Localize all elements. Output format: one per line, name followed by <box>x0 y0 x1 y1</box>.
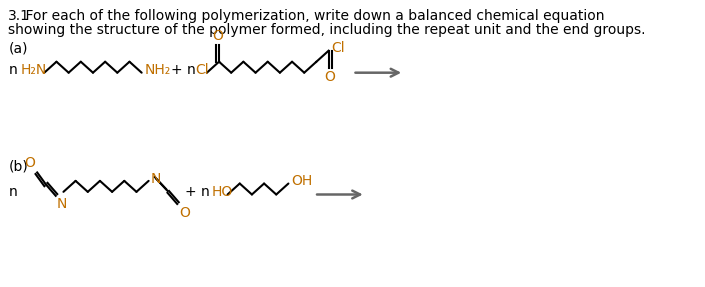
Text: OH: OH <box>291 174 312 188</box>
Text: NH₂: NH₂ <box>145 63 171 77</box>
Text: H₂N: H₂N <box>20 63 47 77</box>
Text: O: O <box>179 206 190 220</box>
Text: + n: + n <box>171 63 195 77</box>
Text: 3.1: 3.1 <box>8 9 30 23</box>
Text: N: N <box>150 172 161 186</box>
Text: N: N <box>56 197 67 211</box>
Text: showing the structure of the polymer formed, including the repeat unit and the e: showing the structure of the polymer for… <box>8 23 646 37</box>
Text: (b): (b) <box>8 160 28 174</box>
Text: Cl: Cl <box>195 63 209 77</box>
Text: O: O <box>25 156 35 170</box>
Text: For each of the following polymerization, write down a balanced chemical equatio: For each of the following polymerization… <box>8 9 605 23</box>
Text: O: O <box>324 69 336 84</box>
Text: + n: + n <box>185 185 209 199</box>
Text: n: n <box>8 63 17 77</box>
Text: (a): (a) <box>8 41 27 55</box>
Text: O: O <box>212 29 223 43</box>
Text: Cl: Cl <box>331 41 345 55</box>
Text: HO: HO <box>212 185 233 199</box>
Text: n: n <box>8 185 17 199</box>
